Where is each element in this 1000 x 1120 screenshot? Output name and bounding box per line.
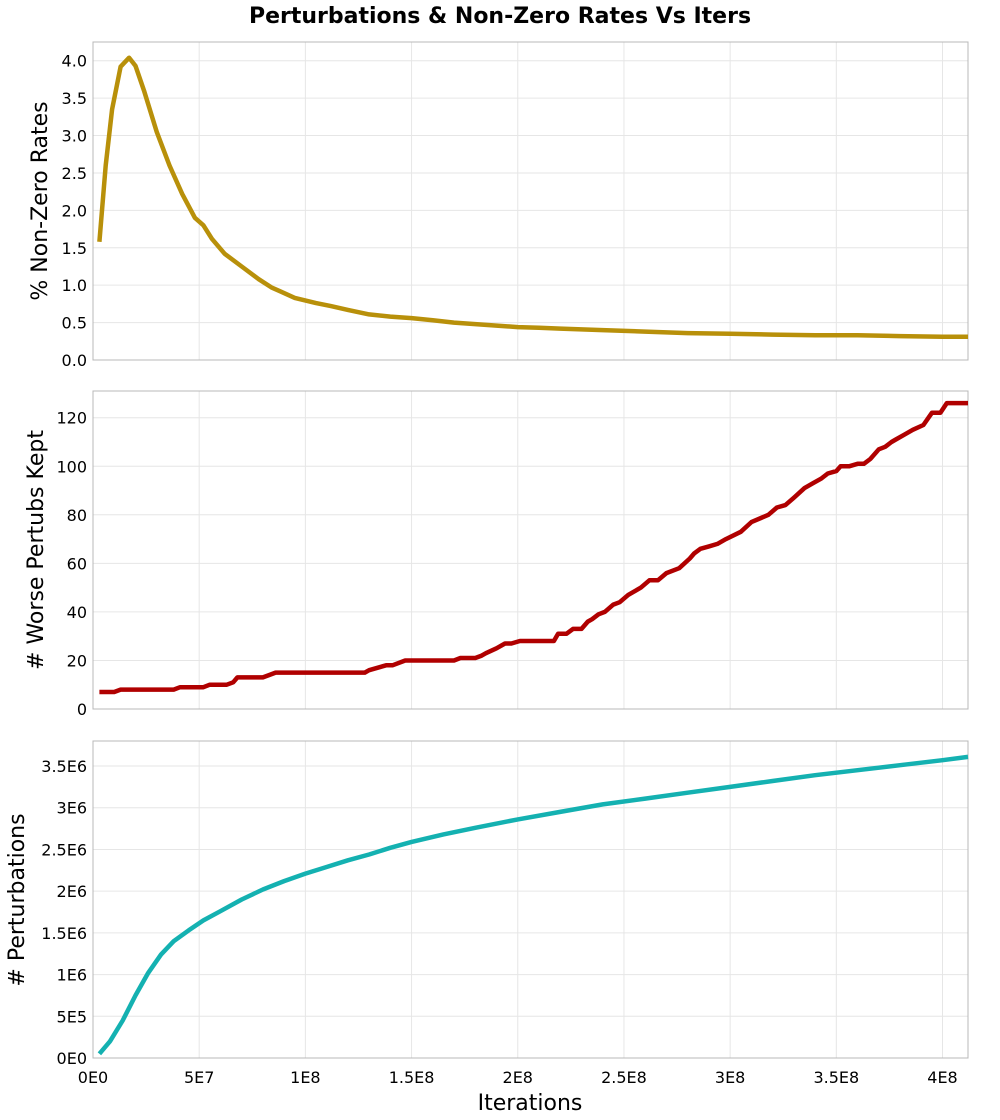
y-tick-label: 0.0 — [62, 351, 87, 370]
panel-perturbations-frame — [92, 740, 969, 1059]
panel-perturbations: 0E0 5E5 1E6 1.5E6 2E6 2.5E6 3E6 3.5E6 # Perturb… — [5, 740, 969, 1068]
x-tick-label: 1E8 — [290, 1068, 320, 1087]
panel-worse-pertubs-series — [99, 400, 968, 695]
figure-title: Perturbations & Non-Zero Rates Vs Iters — [249, 4, 751, 29]
y-tick-label: 0.5 — [62, 314, 87, 333]
panel-perturbations-grid — [92, 741, 968, 1059]
y-tick-label: 1E6 — [57, 966, 87, 985]
y-tick-label: 5E5 — [57, 1007, 87, 1026]
x-tick-label: 3.5E8 — [813, 1068, 859, 1087]
y-axis-label-nonzero-rates: % Non-Zero Rates — [28, 101, 53, 300]
panel-perturbations-yticks: 0E0 5E5 1E6 1.5E6 2E6 2.5E6 3E6 3.5E6 — [41, 757, 87, 1068]
x-axis-label: Iterations — [478, 1091, 583, 1116]
y-tick-label: 2.5 — [62, 164, 87, 183]
x-tick-label: 4E8 — [927, 1068, 957, 1087]
series-line-worse-pertubs — [99, 400, 968, 695]
series-line-perturbations — [97, 754, 969, 1056]
y-axis-label-worse-pertubs: # Worse Pertubs Kept — [24, 430, 49, 670]
x-axis-ticks: 0E0 5E7 1E8 1.5E8 2E8 2.5E8 3E8 3.5E8 4E8 — [78, 1068, 958, 1087]
panel-nonzero-rates-grid — [92, 42, 968, 361]
panel-nonzero-rates-series — [97, 55, 968, 340]
panel-worse-pertubs-grid — [92, 391, 968, 710]
panel-nonzero-rates-yticks: 0.0 0.5 1.0 1.5 2.0 2.5 3.0 3.5 4.0 — [62, 52, 87, 370]
y-tick-label: 80 — [67, 506, 87, 525]
y-tick-label: 3.5E6 — [41, 757, 87, 776]
y-tick-label: 0 — [77, 700, 87, 719]
x-tick-label: 5E7 — [184, 1068, 214, 1087]
y-tick-label: 40 — [67, 603, 87, 622]
y-tick-label: 100 — [56, 457, 87, 476]
x-tick-label: 1.5E8 — [389, 1068, 435, 1087]
panel-nonzero-rates-frame — [92, 41, 969, 361]
y-tick-label: 3E6 — [57, 799, 87, 818]
panel-worse-pertubs: 0 20 40 60 80 100 120 # Worse Pertubs Kept — [24, 390, 969, 719]
y-tick-label: 4.0 — [62, 52, 87, 71]
y-tick-label: 120 — [56, 409, 87, 428]
y-tick-label: 2.0 — [62, 201, 87, 220]
y-tick-label: 0E0 — [57, 1049, 87, 1068]
panel-worse-pertubs-frame — [92, 390, 969, 710]
y-tick-label: 3.0 — [62, 127, 87, 146]
y-tick-label: 60 — [67, 554, 87, 573]
panel-nonzero-rates: 0.0 0.5 1.0 1.5 2.0 2.5 3.0 3.5 4.0 % Non-Zero R… — [28, 41, 969, 370]
panel-worse-pertubs-yticks: 0 20 40 60 80 100 120 — [56, 409, 87, 719]
y-tick-label: 2E6 — [57, 882, 87, 901]
y-tick-label: 1.0 — [62, 276, 87, 295]
y-tick-label: 1.5E6 — [41, 924, 87, 943]
y-tick-label: 3.5 — [62, 89, 87, 108]
series-line-nonzero-rates — [97, 55, 968, 340]
x-tick-label: 2E8 — [503, 1068, 533, 1087]
y-axis-label-perturbations: # Perturbations — [5, 813, 30, 986]
x-tick-label: 0E0 — [78, 1068, 108, 1087]
x-tick-label: 3E8 — [715, 1068, 745, 1087]
y-tick-label: 20 — [67, 651, 87, 670]
panel-perturbations-series — [97, 754, 969, 1056]
x-tick-label: 2.5E8 — [601, 1068, 647, 1087]
y-tick-label: 1.5 — [62, 239, 87, 258]
y-tick-label: 2.5E6 — [41, 840, 87, 859]
